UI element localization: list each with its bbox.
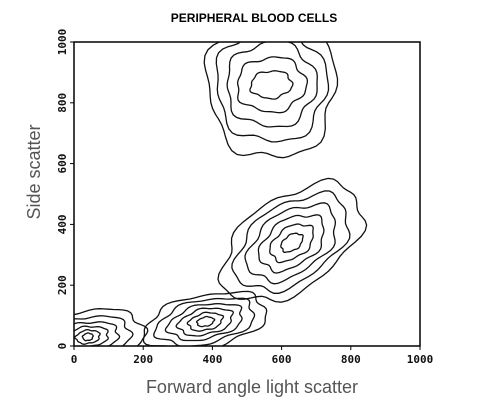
x-tick-label: 200 — [133, 353, 153, 366]
contour-line — [81, 332, 94, 342]
y-tick-label: 400 — [56, 214, 69, 234]
contour-line — [186, 311, 225, 332]
contour-line — [244, 202, 337, 285]
y-tick-label: 0 — [56, 343, 69, 350]
contour-line — [74, 308, 149, 346]
contour-line — [249, 70, 294, 100]
contour-line — [215, 42, 330, 143]
chart-title: PERIPHERAL BLOOD CELLS — [171, 11, 337, 25]
contour-line — [195, 315, 216, 328]
x-tick-label: 400 — [202, 353, 222, 366]
contour-line — [74, 329, 101, 345]
y-tick-label: 1000 — [56, 29, 69, 56]
contour-line — [203, 42, 339, 159]
y-tick-label: 200 — [56, 275, 69, 295]
x-tick-label: 1000 — [407, 353, 434, 366]
contour-line — [226, 42, 318, 128]
x-tick-label: 600 — [272, 353, 292, 366]
contour-line — [175, 307, 234, 337]
contour-line — [74, 321, 121, 346]
contour-line — [74, 325, 109, 346]
x-tick-label: 0 — [71, 353, 78, 366]
x-axis-title: Forward angle light scatter — [146, 377, 358, 397]
y-axis-ticks: 0 200 400 600 800 1000 — [56, 29, 74, 350]
contour-line — [231, 190, 351, 294]
y-tick-label: 800 — [56, 93, 69, 113]
plot-frame — [73, 41, 421, 347]
y-axis-title: Side scatter — [24, 124, 44, 219]
contour-line — [164, 302, 243, 342]
contour-line — [257, 214, 325, 274]
contour-line — [236, 56, 309, 114]
y-tick-label: 600 — [56, 154, 69, 174]
contour-line — [153, 297, 256, 346]
contour-line — [217, 177, 368, 303]
contour-line — [280, 232, 304, 253]
contour-lines — [74, 42, 368, 346]
contour-line — [142, 290, 268, 346]
x-axis-ticks: 0 200 400 600 800 1000 — [71, 346, 434, 366]
contour-line — [74, 315, 134, 346]
x-tick-label: 800 — [341, 353, 361, 366]
contour-line — [269, 223, 314, 264]
